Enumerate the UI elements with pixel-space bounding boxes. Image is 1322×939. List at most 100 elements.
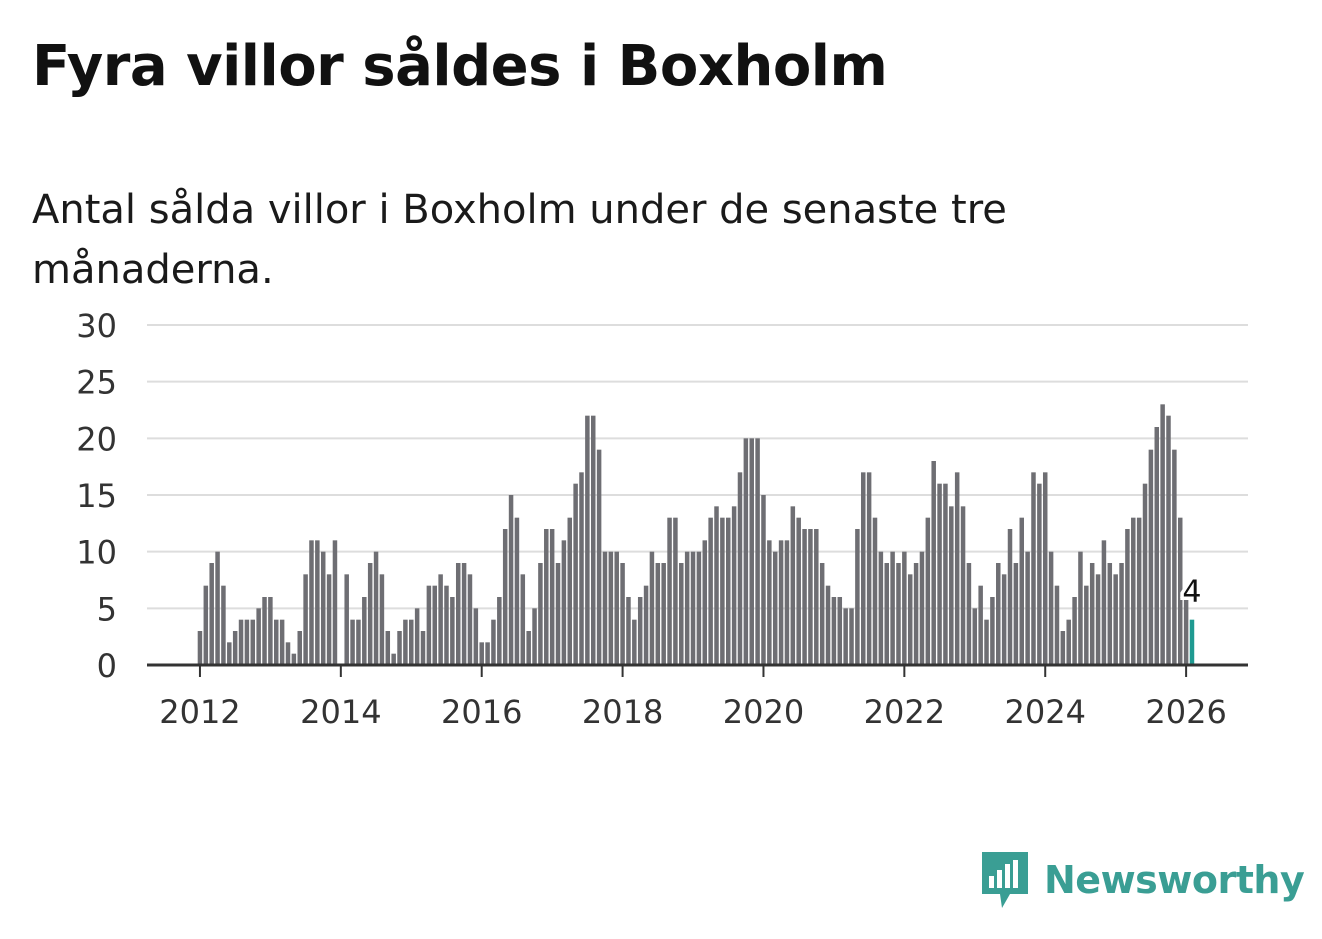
y-tick-label: 0 xyxy=(97,647,117,685)
bar xyxy=(996,563,1001,665)
bar xyxy=(978,585,983,665)
bar xyxy=(473,608,479,665)
bar xyxy=(297,631,302,665)
bar xyxy=(767,540,772,665)
bar xyxy=(215,551,220,665)
bar xyxy=(268,597,273,665)
y-tick-label: 25 xyxy=(76,364,117,402)
newsworthy-logo-icon xyxy=(982,852,1028,908)
bar xyxy=(1101,540,1107,665)
bar xyxy=(1119,563,1124,665)
chart-title: Fyra villor såldes i Boxholm xyxy=(32,34,888,99)
bar xyxy=(320,551,326,665)
bar xyxy=(673,517,678,665)
bar xyxy=(819,563,825,665)
bar xyxy=(450,597,455,665)
bar xyxy=(1042,472,1048,665)
bar xyxy=(943,483,948,665)
bar xyxy=(808,529,813,665)
bar xyxy=(1131,517,1136,665)
bar xyxy=(679,563,684,665)
bar xyxy=(649,551,655,665)
bar xyxy=(1060,631,1066,665)
bar xyxy=(726,517,731,665)
bar xyxy=(520,574,526,665)
bar xyxy=(502,529,508,665)
bar xyxy=(256,608,261,665)
bar xyxy=(825,585,831,665)
bar xyxy=(931,461,936,665)
bar xyxy=(784,540,790,665)
bar xyxy=(855,529,860,665)
bar xyxy=(790,506,796,665)
y-axis-ticks: 0 5 10 15 20 25 30 xyxy=(76,307,117,685)
bar xyxy=(1078,551,1083,665)
bar xyxy=(250,619,256,665)
bar xyxy=(285,642,291,665)
bar xyxy=(966,563,972,665)
bar xyxy=(925,517,931,665)
bar xyxy=(544,529,549,665)
bar xyxy=(385,631,391,665)
bar xyxy=(491,619,496,665)
bar xyxy=(1125,529,1130,665)
bar xyxy=(279,619,285,665)
bar xyxy=(884,563,889,665)
x-axis-ticks: 2012 2014 2016 2018 2020 2022 2024 2026 xyxy=(159,665,1227,731)
bar xyxy=(238,619,244,665)
bar xyxy=(438,574,443,665)
bar xyxy=(1154,427,1160,665)
x-tick-label: 2018 xyxy=(582,693,663,731)
bar xyxy=(720,517,725,665)
bar xyxy=(837,597,843,665)
bar xyxy=(843,608,848,665)
bar xyxy=(761,495,766,665)
bar xyxy=(661,563,666,665)
bar xyxy=(913,563,919,665)
bar xyxy=(755,438,760,665)
bar xyxy=(731,506,737,665)
bar xyxy=(332,540,338,665)
bar xyxy=(590,415,596,665)
bar xyxy=(1019,517,1024,665)
bar xyxy=(197,631,203,665)
bar xyxy=(526,631,531,665)
y-tick-label: 10 xyxy=(76,534,117,572)
bar xyxy=(796,517,801,665)
bar xyxy=(403,619,408,665)
bar-chart: 0 5 10 15 20 25 30 2012 2014 2016 2018 2020 2022 202… xyxy=(76,307,1248,731)
bar xyxy=(872,517,878,665)
bar xyxy=(1177,517,1183,665)
bar xyxy=(632,619,637,665)
bar xyxy=(414,608,420,665)
bar xyxy=(690,551,696,665)
bar xyxy=(274,619,279,665)
bar xyxy=(221,585,226,665)
bar xyxy=(315,540,320,665)
newsworthy-logo[interactable]: Newsworthy xyxy=(980,850,1305,910)
bar xyxy=(737,472,743,665)
bar xyxy=(902,551,907,665)
bar xyxy=(1136,517,1142,665)
bar xyxy=(444,585,449,665)
bar xyxy=(696,551,702,665)
x-tick-label: 2014 xyxy=(300,693,381,731)
bar xyxy=(890,551,895,665)
bar xyxy=(532,608,537,665)
bar xyxy=(426,585,432,665)
bar xyxy=(309,540,314,665)
bar xyxy=(778,540,784,665)
bar xyxy=(972,608,978,665)
bar xyxy=(960,506,966,665)
bar xyxy=(244,619,250,665)
bar xyxy=(878,551,884,665)
bar xyxy=(743,438,749,665)
bar xyxy=(831,597,837,665)
bar xyxy=(455,563,461,665)
bar xyxy=(409,619,414,665)
bar xyxy=(326,574,332,665)
bar xyxy=(461,563,467,665)
bar xyxy=(896,563,901,665)
bar xyxy=(367,563,373,665)
bar xyxy=(814,529,819,665)
